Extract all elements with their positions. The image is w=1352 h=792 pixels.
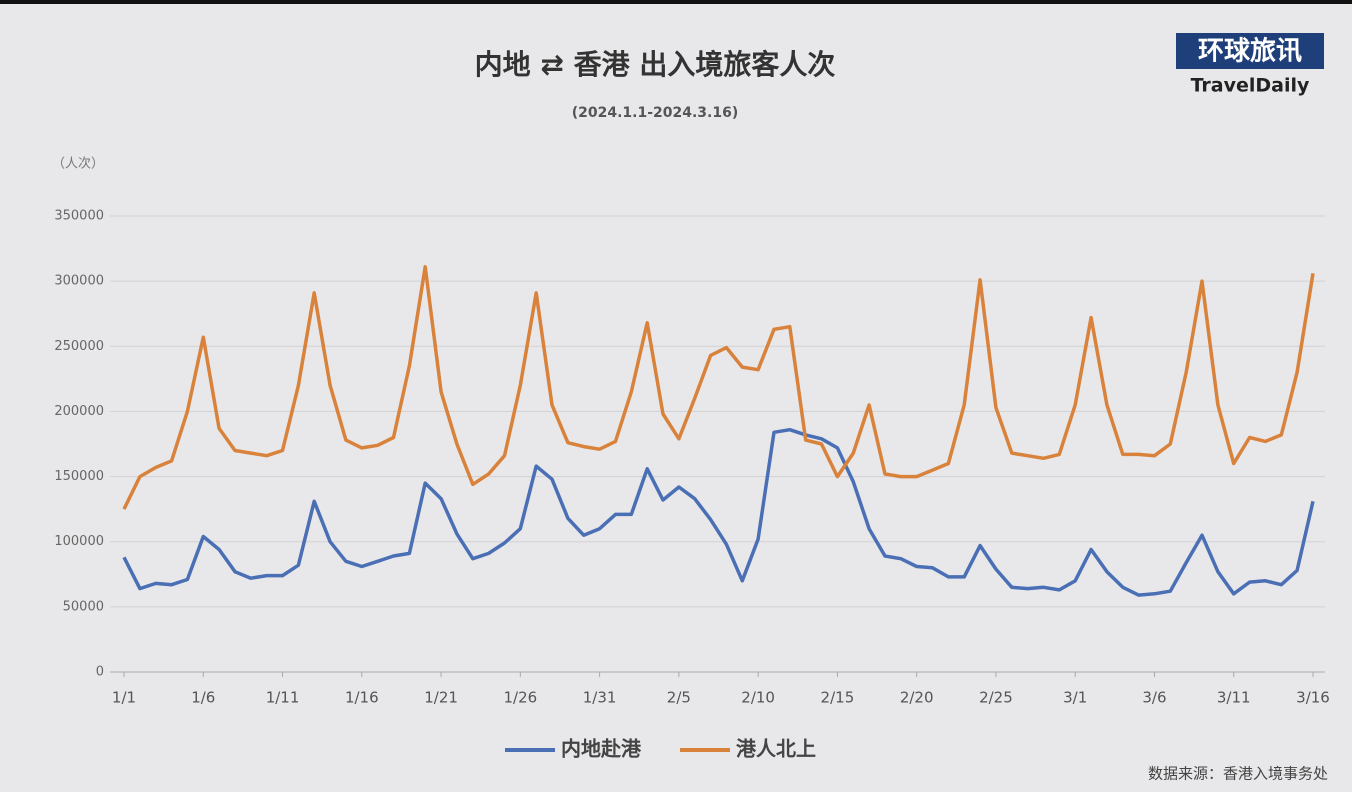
logo-subtitle: TravelDaily (1191, 75, 1310, 97)
x-tick-label: 1/21 (424, 689, 458, 707)
y-tick-label: 150000 (54, 469, 104, 484)
top-border (0, 0, 1352, 4)
x-tick-label: 3/16 (1296, 689, 1330, 707)
x-tick-label: 1/16 (345, 689, 379, 707)
x-tick-label: 1/1 (112, 689, 136, 707)
y-axis-label: （人次） (52, 156, 104, 172)
x-tick-label: 1/31 (583, 689, 617, 707)
source-note: 数据来源：香港入境事务处 (1148, 765, 1328, 783)
x-tick-label: 2/20 (900, 689, 934, 707)
y-tick-label: 350000 (54, 209, 104, 224)
chart-title: 内地 ⇄ 香港 出入境旅客人次 (475, 48, 836, 81)
y-tick-label: 50000 (63, 599, 104, 614)
x-tick-label: 2/5 (667, 689, 691, 707)
y-tick-label: 200000 (54, 404, 104, 419)
x-tick-label: 3/6 (1142, 689, 1166, 707)
legend-label: 内地赴港 (561, 737, 642, 761)
logo-box (1176, 33, 1324, 69)
x-tick-label: 1/26 (503, 689, 537, 707)
legend-label: 港人北上 (736, 737, 816, 761)
x-tick-label: 2/25 (979, 689, 1013, 707)
x-tick-label: 2/15 (821, 689, 855, 707)
x-tick-label: 1/6 (191, 689, 215, 707)
x-tick-label: 2/10 (741, 689, 775, 707)
y-tick-label: 0 (96, 665, 104, 680)
x-tick-label: 3/1 (1063, 689, 1087, 707)
series-line (122, 427, 1315, 597)
y-tick-label: 250000 (54, 339, 104, 354)
series-line (122, 265, 1315, 510)
y-tick-label: 100000 (54, 534, 104, 549)
chart-subtitle: (2024.1.1-2024.3.16) (572, 105, 739, 121)
x-tick-label: 3/11 (1217, 689, 1251, 707)
x-tick-label: 1/11 (266, 689, 300, 707)
y-tick-label: 300000 (54, 274, 104, 289)
logo: 环球旅讯 (1198, 37, 1302, 67)
